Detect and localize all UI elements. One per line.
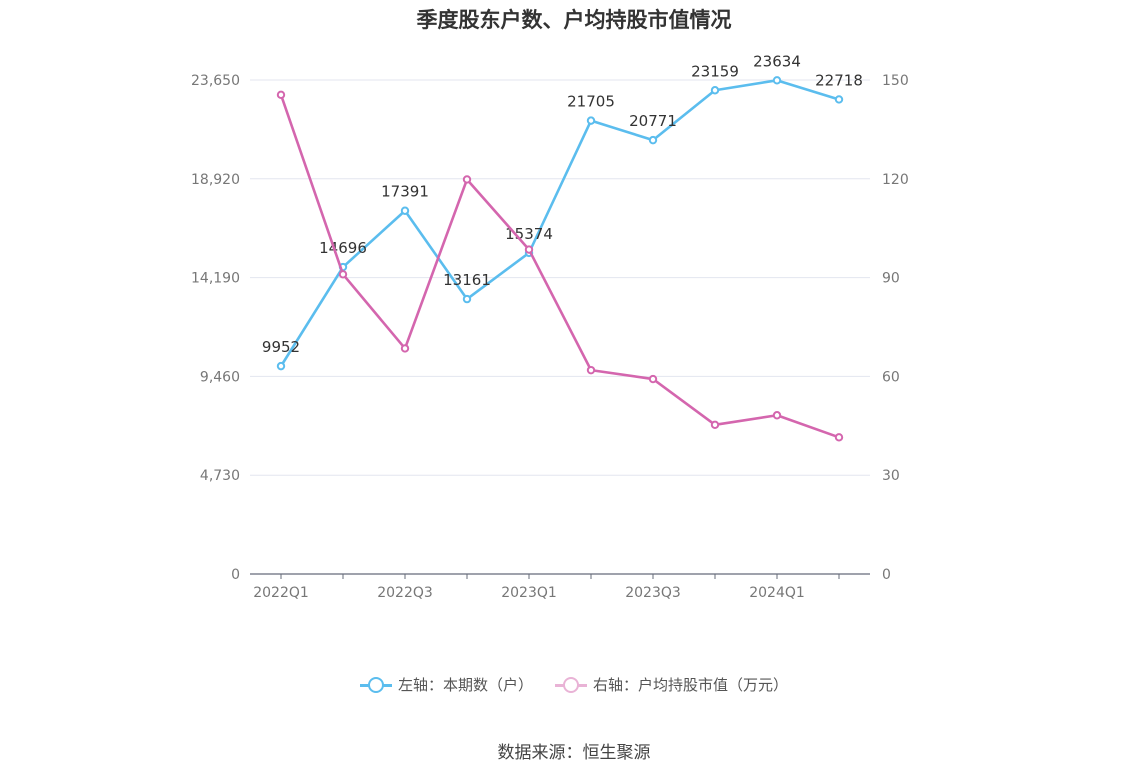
x-axis-tick-label: 2023Q1 xyxy=(501,585,557,601)
left-axis-tick-label: 9,460 xyxy=(200,369,240,385)
legend-right-swatch-icon xyxy=(555,675,587,695)
right-series-point xyxy=(834,433,844,442)
right-series-point xyxy=(586,365,596,375)
data-label: 13161 xyxy=(443,271,491,289)
right-axis-tick-label: 120 xyxy=(882,172,909,188)
left-series-point xyxy=(648,135,658,145)
data-label: 21705 xyxy=(567,93,615,111)
left-series-point xyxy=(462,294,472,304)
legend-right-label: 右轴：户均持股市值（万元） xyxy=(593,676,789,694)
left-axis-tick-label: 4,730 xyxy=(200,468,240,484)
data-label: 22718 xyxy=(815,71,863,89)
left-axis-tick-label: 0 xyxy=(231,567,240,583)
right-series-point xyxy=(462,175,472,184)
x-axis-tick-label: 2022Q3 xyxy=(377,585,433,601)
legend-item-left[interactable]: 左轴：本期数（户） xyxy=(359,674,533,695)
right-series-point xyxy=(524,245,534,254)
right-axis-tick-label: 30 xyxy=(882,468,900,484)
data-label: 23159 xyxy=(691,62,739,80)
chart-title: 季度股东户数、户均持股市值情况 xyxy=(416,8,732,32)
x-axis-tick-label: 2023Q3 xyxy=(625,585,681,601)
left-series-point xyxy=(772,76,782,85)
data-label: 23634 xyxy=(753,52,801,70)
left-axis-tick-label: 23,650 xyxy=(191,73,240,89)
data-label: 15374 xyxy=(505,225,553,243)
left-axis-tick-label: 18,920 xyxy=(191,172,240,188)
right-series-point xyxy=(338,270,348,279)
legend-item-right[interactable]: 右轴：户均持股市值（万元） xyxy=(555,674,788,695)
data-label: 9952 xyxy=(262,338,300,356)
data-label: 20771 xyxy=(629,112,677,130)
right-axis-tick-label: 90 xyxy=(882,271,900,287)
legend-left-swatch-icon xyxy=(359,675,392,695)
data-label: 17391 xyxy=(381,183,429,201)
left-series-point xyxy=(276,361,286,371)
legend-left-label: 左轴：本期数（户） xyxy=(397,676,533,694)
right-series-point xyxy=(400,344,410,353)
left-series-line xyxy=(279,79,840,367)
left-series-point xyxy=(834,95,844,104)
source-note: 数据来源：恒生聚源 xyxy=(497,743,651,763)
right-series-line xyxy=(279,94,840,439)
right-series-point xyxy=(276,90,286,100)
right-series-point xyxy=(772,411,782,420)
data-label: 14696 xyxy=(319,239,367,257)
right-axis-tick-label: 0 xyxy=(882,567,891,583)
left-series-point xyxy=(586,116,596,125)
x-axis-tick-label: 2024Q1 xyxy=(749,585,805,601)
left-axis-tick-label: 14,190 xyxy=(191,271,240,287)
legend: 左轴：本期数（户） 右轴：户均持股市值（万元） xyxy=(0,674,1148,695)
x-axis-tick-label: 2022Q1 xyxy=(253,585,309,601)
right-series-point xyxy=(710,420,720,430)
right-axis-tick-label: 60 xyxy=(882,369,900,385)
left-series-point xyxy=(400,206,410,215)
left-series-point xyxy=(710,86,720,95)
right-axis-tick-label: 150 xyxy=(882,73,909,89)
right-series-point xyxy=(648,374,658,384)
